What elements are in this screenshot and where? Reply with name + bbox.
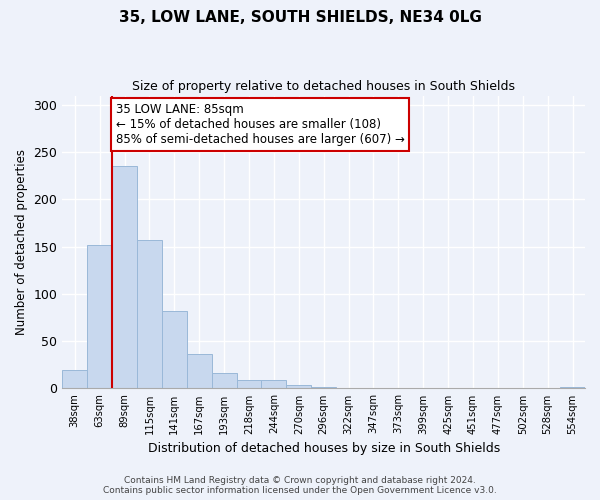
Bar xyxy=(112,166,137,388)
Text: 35, LOW LANE, SOUTH SHIELDS, NE34 0LG: 35, LOW LANE, SOUTH SHIELDS, NE34 0LG xyxy=(119,10,481,25)
Bar xyxy=(236,380,262,388)
X-axis label: Distribution of detached houses by size in South Shields: Distribution of detached houses by size … xyxy=(148,442,500,455)
Bar xyxy=(187,354,212,388)
Bar xyxy=(212,374,236,388)
Text: 35 LOW LANE: 85sqm
← 15% of detached houses are smaller (108)
85% of semi-detach: 35 LOW LANE: 85sqm ← 15% of detached hou… xyxy=(116,103,404,146)
Bar xyxy=(87,245,112,388)
Y-axis label: Number of detached properties: Number of detached properties xyxy=(15,149,28,335)
Bar xyxy=(286,384,311,388)
Title: Size of property relative to detached houses in South Shields: Size of property relative to detached ho… xyxy=(132,80,515,93)
Bar xyxy=(162,311,187,388)
Text: Contains HM Land Registry data © Crown copyright and database right 2024.
Contai: Contains HM Land Registry data © Crown c… xyxy=(103,476,497,495)
Bar xyxy=(137,240,162,388)
Bar xyxy=(62,370,87,388)
Bar xyxy=(262,380,286,388)
